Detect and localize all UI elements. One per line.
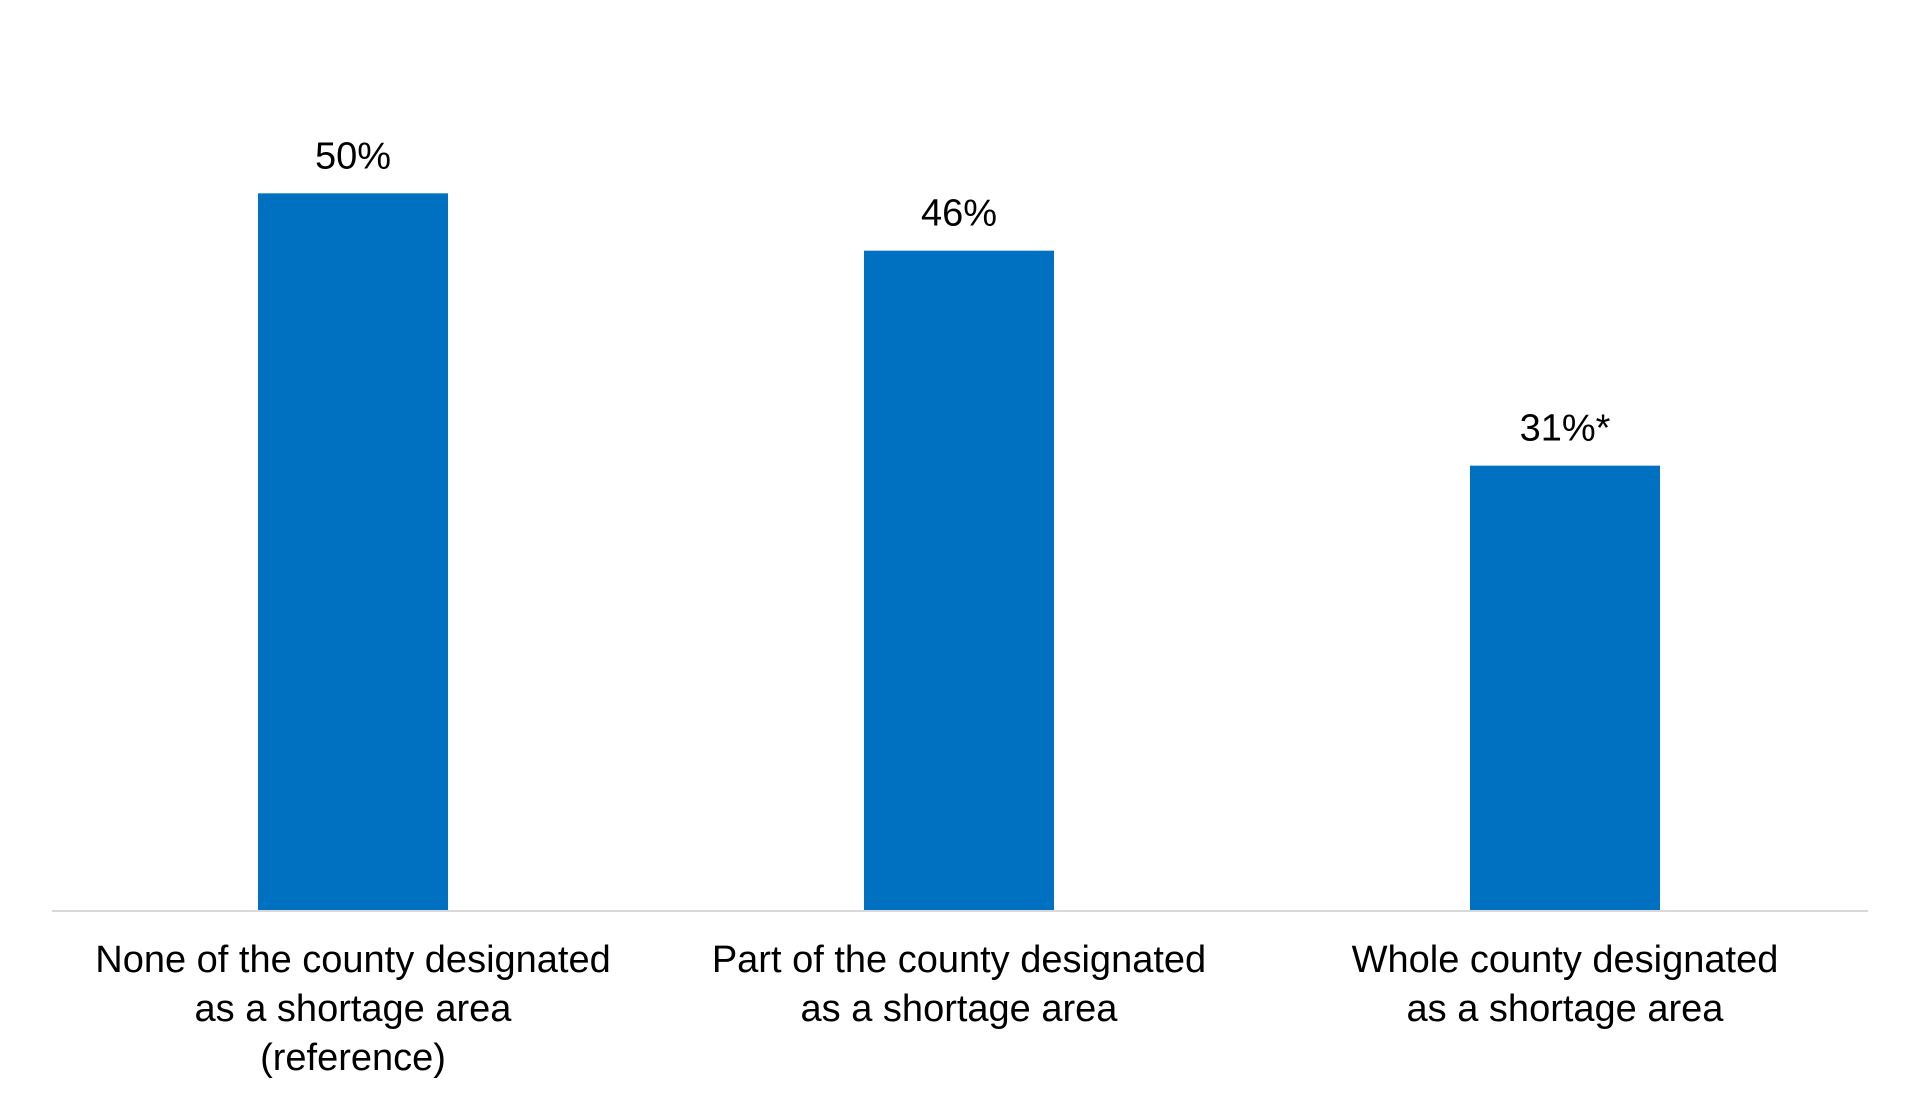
data-label-2: 46% (921, 193, 997, 235)
bar-3 (1470, 465, 1660, 910)
x-tick-label-line: None of the county designated (95, 939, 611, 981)
x-tick-label-line: Whole county designated (1351, 939, 1779, 981)
bar-2 (864, 250, 1054, 910)
x-tick-label-line: as a shortage area (800, 988, 1118, 1030)
x-tick-label-2: Part of the county designated as a shorta… (679, 936, 1239, 1034)
x-tick-label-line: (reference) (260, 1037, 446, 1079)
data-label-3: 31%* (1520, 408, 1611, 450)
x-tick-label-line: as a shortage area (194, 988, 512, 1030)
x-tick-label-line: Part of the county designated (711, 939, 1207, 981)
data-label-1: 50% (315, 135, 391, 177)
x-tick-label-3: Whole county designated as a shortage are… (1285, 936, 1845, 1034)
x-tick-label-1: None of the county designated as a shorta… (73, 936, 633, 1083)
x-tick-label-line: as a shortage area (1406, 988, 1724, 1030)
bar-1 (258, 193, 448, 911)
